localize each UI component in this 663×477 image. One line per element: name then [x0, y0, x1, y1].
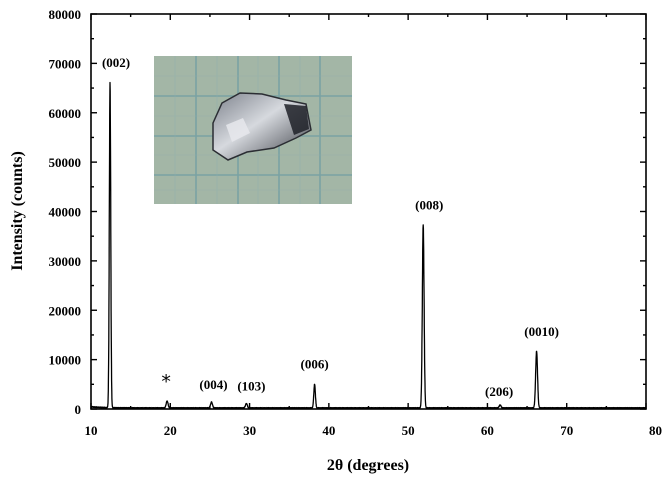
x-tick-label: 30 [243, 423, 256, 438]
peak-labels: (002) * (004) (103) (006) (008) (206) (0010) [102, 55, 559, 399]
y-tick-label: 0 [75, 402, 82, 417]
y-tick-label: 60000 [49, 106, 82, 121]
y-tick-label: 70000 [49, 56, 82, 71]
peak-label-0010: (0010) [524, 324, 559, 339]
y-axis-ticks: 0 10000 20000 30000 40000 50000 60000 70000 8000… [49, 7, 646, 417]
x-tick-label: 50 [402, 423, 415, 438]
peak-label-008: (008) [415, 197, 443, 212]
peak-label-006: (006) [300, 356, 328, 371]
x-tick-label: 70 [560, 423, 573, 438]
x-axis-title: 2θ (degrees) [327, 457, 409, 474]
x-tick-label: 80 [649, 423, 662, 438]
diffraction-trace [90, 81, 647, 410]
impurity-peak-marker: * [161, 371, 171, 393]
y-tick-label: 20000 [49, 303, 82, 318]
crystal-photo-inset [154, 56, 352, 204]
peak-label-206: (206) [485, 384, 513, 399]
x-tick-label: 40 [322, 423, 335, 438]
y-axis-title: Intensity (counts) [9, 151, 26, 271]
peak-label-002: (002) [102, 55, 130, 70]
peak-label-103: (103) [237, 379, 265, 394]
y-tick-label: 40000 [49, 205, 82, 220]
y-tick-label: 30000 [49, 254, 82, 269]
x-tick-label: 60 [481, 423, 494, 438]
y-tick-label: 10000 [49, 353, 82, 368]
x-tick-label: 20 [164, 423, 177, 438]
y-tick-label: 80000 [49, 7, 82, 22]
x-tick-label: 10 [85, 423, 98, 438]
y-tick-label: 50000 [49, 155, 82, 170]
peak-label-004: (004) [199, 377, 227, 392]
